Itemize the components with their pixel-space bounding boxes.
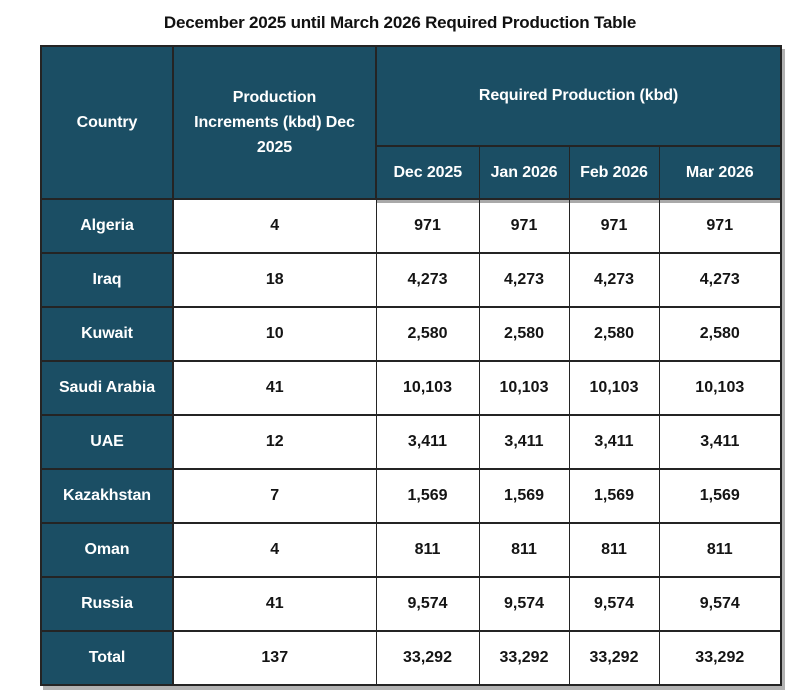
increment-cell: 4 xyxy=(172,522,377,578)
country-cell: Russia xyxy=(40,576,174,632)
country-column-header: Country xyxy=(40,45,174,200)
table-row: Kazakhstan 7 1,569 1,569 1,569 1,569 xyxy=(40,468,782,524)
table-row: Kuwait 10 2,580 2,580 2,580 2,580 xyxy=(40,306,782,362)
required-cell: 10,103 xyxy=(658,360,782,416)
table-title: December 2025 until March 2026 Required … xyxy=(163,13,637,32)
country-cell: UAE xyxy=(40,414,174,470)
country-cell: Kazakhstan xyxy=(40,468,174,524)
production-table: Country Production Increments (kbd) Dec … xyxy=(40,45,783,686)
required-cell: 971 xyxy=(375,198,480,254)
increments-column-header: Production Increments (kbd) Dec 2025 xyxy=(172,45,377,200)
increment-cell: 137 xyxy=(172,630,377,686)
required-cell: 3,411 xyxy=(568,414,660,470)
country-cell: Saudi Arabia xyxy=(40,360,174,416)
country-cell: Oman xyxy=(40,522,174,578)
required-cell: 4,273 xyxy=(478,252,570,308)
country-cell: Iraq xyxy=(40,252,174,308)
increment-cell: 18 xyxy=(172,252,377,308)
increments-column-header-label: Production Increments (kbd) Dec 2025 xyxy=(194,89,355,156)
required-cell: 4,273 xyxy=(375,252,480,308)
required-cell: 9,574 xyxy=(568,576,660,632)
table-body: Algeria 4 971 971 971 971 Iraq 18 4,273 4,273 4,27… xyxy=(40,198,782,686)
required-cell: 10,103 xyxy=(568,360,660,416)
table-row: Algeria 4 971 971 971 971 xyxy=(40,198,782,254)
required-cell: 3,411 xyxy=(478,414,570,470)
month-header-jan-2026: Jan 2026 xyxy=(478,145,570,200)
required-cell: 3,411 xyxy=(658,414,782,470)
required-cell: 2,580 xyxy=(658,306,782,362)
required-cell: 9,574 xyxy=(478,576,570,632)
header-row-months: Dec 2025 Jan 2026 Feb 2026 Mar 2026 xyxy=(41,145,782,200)
required-cell: 811 xyxy=(478,522,570,578)
required-cell: 811 xyxy=(375,522,480,578)
month-header-dec-2025: Dec 2025 xyxy=(375,145,480,200)
required-cell: 811 xyxy=(568,522,660,578)
required-cell: 9,574 xyxy=(375,576,480,632)
required-cell: 4,273 xyxy=(568,252,660,308)
month-header-feb-2026: Feb 2026 xyxy=(568,145,660,200)
required-cell: 33,292 xyxy=(478,630,570,686)
increment-cell: 41 xyxy=(172,576,377,632)
table-header: Country Production Increments (kbd) Dec … xyxy=(40,45,783,200)
required-cell: 9,574 xyxy=(658,576,782,632)
required-cell: 3,411 xyxy=(375,414,480,470)
required-cell: 2,580 xyxy=(478,306,570,362)
table-row: UAE 12 3,411 3,411 3,411 3,411 xyxy=(40,414,782,470)
required-cell: 971 xyxy=(568,198,660,254)
table-row: Russia 41 9,574 9,574 9,574 9,574 xyxy=(40,576,782,632)
country-cell: Kuwait xyxy=(40,306,174,362)
required-cell: 10,103 xyxy=(375,360,480,416)
increment-cell: 10 xyxy=(172,306,377,362)
required-cell: 10,103 xyxy=(478,360,570,416)
increment-cell: 41 xyxy=(172,360,377,416)
month-header-mar-2026: Mar 2026 xyxy=(658,145,782,200)
required-cell: 811 xyxy=(658,522,782,578)
header-row-top: Country Production Increments (kbd) Dec … xyxy=(40,45,783,200)
required-cell: 33,292 xyxy=(375,630,480,686)
increment-cell: 4 xyxy=(172,198,377,254)
required-cell: 2,580 xyxy=(568,306,660,362)
increment-cell: 12 xyxy=(172,414,377,470)
required-cell: 33,292 xyxy=(568,630,660,686)
table-row: Iraq 18 4,273 4,273 4,273 4,273 xyxy=(40,252,782,308)
country-cell: Total xyxy=(40,630,174,686)
required-cell: 1,569 xyxy=(478,468,570,524)
table-row: Saudi Arabia 41 10,103 10,103 10,103 10,103 xyxy=(40,360,782,416)
required-cell: 2,580 xyxy=(375,306,480,362)
required-cell: 4,273 xyxy=(658,252,782,308)
required-cell: 1,569 xyxy=(375,468,480,524)
country-cell: Algeria xyxy=(40,198,174,254)
table-row: Total 137 33,292 33,292 33,292 33,292 xyxy=(40,630,782,686)
required-cell: 1,569 xyxy=(568,468,660,524)
required-cell: 1,569 xyxy=(658,468,782,524)
required-cell: 971 xyxy=(478,198,570,254)
required-cell: 971 xyxy=(658,198,782,254)
increment-cell: 7 xyxy=(172,468,377,524)
table-row: Oman 4 811 811 811 811 xyxy=(40,522,782,578)
required-cell: 33,292 xyxy=(658,630,782,686)
required-production-group-header: Required Production (kbd) xyxy=(374,45,783,147)
